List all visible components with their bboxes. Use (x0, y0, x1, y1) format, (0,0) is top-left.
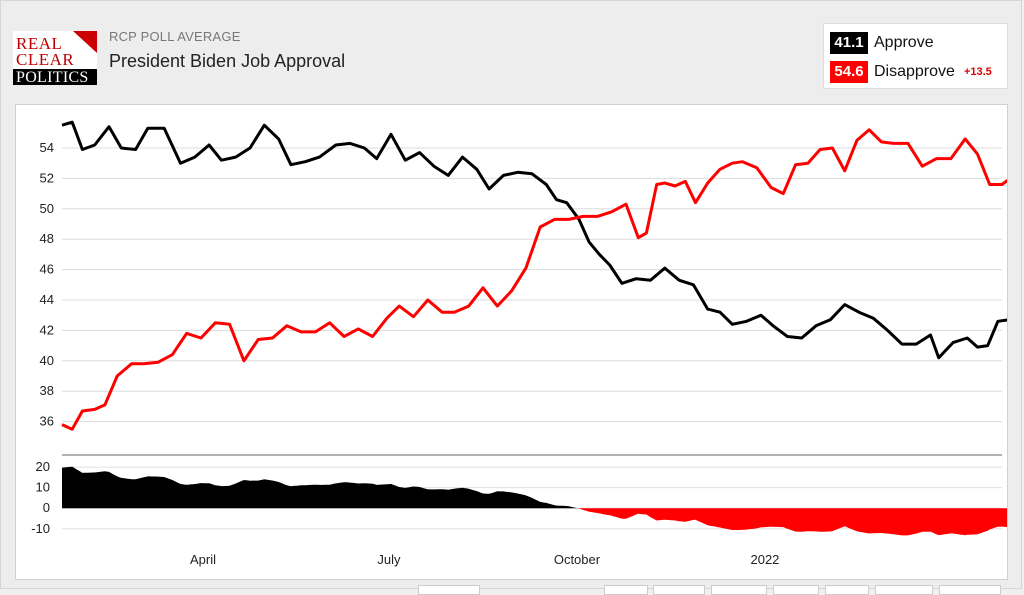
y-tick-label: 44 (40, 292, 54, 307)
legend: 41.1 Approve 54.6 Disapprove +13.5 (823, 23, 1008, 89)
range-button-8[interactable] (939, 585, 1001, 595)
chart-subtitle: RCP POLL AVERAGE (109, 29, 241, 44)
spread-area-positive (62, 466, 1007, 509)
y-tick-label: 42 (40, 322, 54, 337)
disapprove-label: Disapprove (874, 63, 955, 80)
legend-approve: 41.1 Approve (830, 31, 934, 55)
spread-tick-label: 20 (36, 459, 50, 474)
series-line-approve (61, 120, 1007, 360)
chart-header: REAL CLEAR POLITICS RCP POLL AVERAGE Pre… (13, 23, 1011, 93)
range-button-7[interactable] (875, 585, 933, 595)
spread-area-negative (62, 508, 1007, 536)
y-tick-label: 38 (40, 383, 54, 398)
x-tick-label: April (190, 552, 216, 567)
rcp-logo: REAL CLEAR POLITICS (13, 31, 97, 85)
x-tick-label: October (554, 552, 601, 567)
rcp-logo-mark: REAL CLEAR POLITICS (13, 31, 97, 85)
spread-tick-label: 0 (43, 500, 50, 515)
range-button-2[interactable] (604, 585, 648, 595)
range-button-4[interactable] (711, 585, 767, 595)
spread-tick-label: -10 (31, 521, 50, 536)
svg-text:REAL: REAL (16, 34, 62, 53)
y-tick-label: 36 (40, 414, 54, 429)
chart-title: President Biden Job Approval (109, 51, 346, 71)
y-tick-label: 54 (40, 140, 54, 155)
series-line-disapprove (61, 128, 1007, 431)
range-button-3[interactable] (653, 585, 705, 595)
range-button-1[interactable] (418, 585, 480, 595)
y-tick-label: 46 (40, 262, 54, 277)
range-button-5[interactable] (773, 585, 819, 595)
y-tick-label: 40 (40, 353, 54, 368)
y-tick-label: 52 (40, 170, 54, 185)
svg-text:POLITICS: POLITICS (16, 69, 89, 85)
approve-label: Approve (874, 34, 934, 51)
svg-text:CLEAR: CLEAR (16, 50, 74, 69)
plot-area[interactable]: 36 38 40 42 44 46 48 50 52 54 20 10 0 -10 April July Oct… (15, 104, 1008, 580)
x-tick-label: July (377, 552, 401, 567)
y-tick-label: 50 (40, 201, 54, 216)
y-tick-label: 48 (40, 231, 54, 246)
x-tick-label: 2022 (750, 552, 779, 567)
range-button-6[interactable] (825, 585, 869, 595)
chart-svg[interactable]: 36 38 40 42 44 46 48 50 52 54 20 10 0 -10 April July Oct… (16, 105, 1007, 579)
approve-value: 41.1 (830, 32, 868, 54)
spread-value: +13.5 (963, 66, 992, 78)
spread-tick-label: 10 (36, 480, 50, 495)
disapprove-value: 54.6 (830, 61, 868, 83)
legend-disapprove: 54.6 Disapprove +13.5 (830, 60, 992, 84)
